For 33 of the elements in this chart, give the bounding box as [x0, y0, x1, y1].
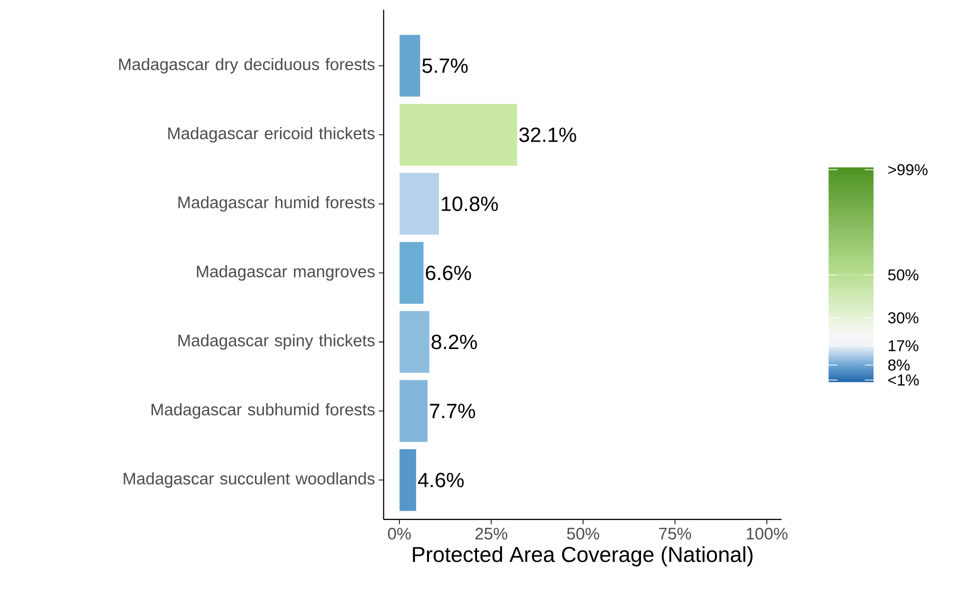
data-label: 7.7%	[430, 404, 476, 418]
bar	[399, 448, 417, 512]
data-label: 10.8%	[442, 196, 498, 212]
data-label: 8.2%	[432, 334, 477, 350]
data-label: 32.1%	[519, 128, 576, 142]
color-bar-label: 50%	[888, 269, 918, 280]
color-bar-label: 30%	[888, 312, 918, 324]
y-tick-label: Madagascar spiny thickets	[178, 334, 375, 350]
color-bar-label: 17%	[888, 340, 918, 352]
x-tick-label: 75%	[659, 528, 692, 540]
color-bar-label: <1%	[888, 374, 919, 386]
y-tick-label: Madagascar ericoid thickets	[168, 127, 375, 143]
bar	[399, 242, 424, 304]
x-tick-label: 50%	[567, 528, 600, 540]
bar	[399, 34, 421, 98]
data-label: 5.7%	[422, 58, 468, 74]
data-label: 6.6%	[426, 266, 472, 280]
x-axis-title: Protected Area Coverage (National)	[412, 546, 753, 566]
y-tick-label: Madagascar subhumid forests	[152, 403, 375, 419]
color-bar-label: >99%	[888, 164, 928, 176]
y-tick-label: Madagascar mangroves	[196, 265, 375, 281]
x-tick-label: 25%	[475, 528, 508, 540]
x-tick-label: 100%	[746, 528, 788, 540]
bar	[399, 104, 518, 166]
bar	[399, 310, 430, 374]
color-bar-label: 8%	[888, 360, 910, 371]
bar	[399, 380, 428, 442]
data-label: 4.6%	[418, 472, 464, 488]
y-tick-label: Madagascar dry deciduous forests	[119, 58, 375, 74]
y-tick-label: Madagascar succulent woodlands	[124, 472, 375, 488]
y-tick-label: Madagascar humid forests	[178, 196, 375, 212]
bar	[399, 172, 440, 236]
x-tick-label: 0%	[388, 528, 411, 540]
